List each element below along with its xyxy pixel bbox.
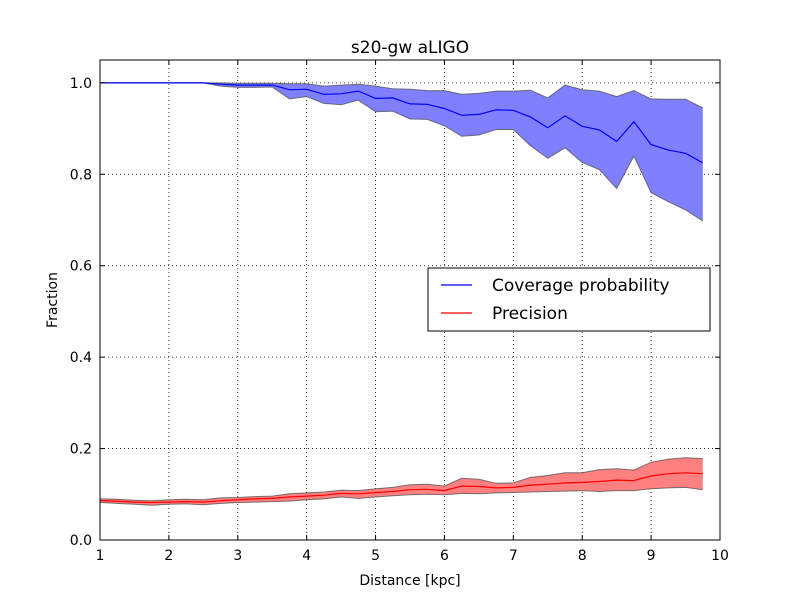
y-tick-label: 0.8 — [70, 167, 92, 183]
x-tick-label: 7 — [509, 548, 518, 564]
y-tick-label: 0.6 — [70, 259, 92, 275]
legend-label-coverage: Coverage probability — [492, 276, 670, 296]
x-tick-label: 8 — [578, 548, 587, 564]
band-precision — [100, 457, 703, 506]
x-tick-label: 2 — [164, 548, 173, 564]
axis-ticks: 1 2 3 4 5 6 7 8 9 10 0.0 0.2 0.4 0.6 0.8 1.0 — [70, 60, 729, 564]
y-tick-label: 0.0 — [70, 533, 92, 549]
x-tick-label: 6 — [440, 548, 449, 564]
x-tick-label: 5 — [371, 548, 380, 564]
x-tick-label: 3 — [233, 548, 242, 564]
x-tick-label: 4 — [302, 548, 311, 564]
y-tick-label: 0.2 — [70, 442, 92, 458]
band-coverage-probability — [100, 82, 703, 221]
y-axis-label: Fraction — [45, 272, 61, 328]
x-tick-label: 1 — [96, 548, 105, 564]
line-precision — [99, 472, 703, 504]
plot-frame — [99, 59, 721, 541]
y-tick-label: 1.0 — [70, 76, 92, 92]
x-tick-label: 10 — [711, 548, 729, 564]
x-axis-label: Distance [kpc] — [359, 573, 460, 589]
line-coverage-probability — [100, 82, 704, 164]
y-tick-label: 0.4 — [70, 350, 92, 366]
band-lower-precision — [99, 486, 703, 506]
legend: Coverage probability Precision — [427, 267, 711, 332]
x-tick-label: 9 — [647, 548, 656, 564]
chart-title: s20-gw aLIGO — [351, 38, 469, 58]
legend-label-precision: Precision — [492, 304, 568, 324]
legend-box — [427, 267, 711, 332]
series-layer — [99, 82, 704, 506]
band-upper-precision — [99, 457, 703, 502]
